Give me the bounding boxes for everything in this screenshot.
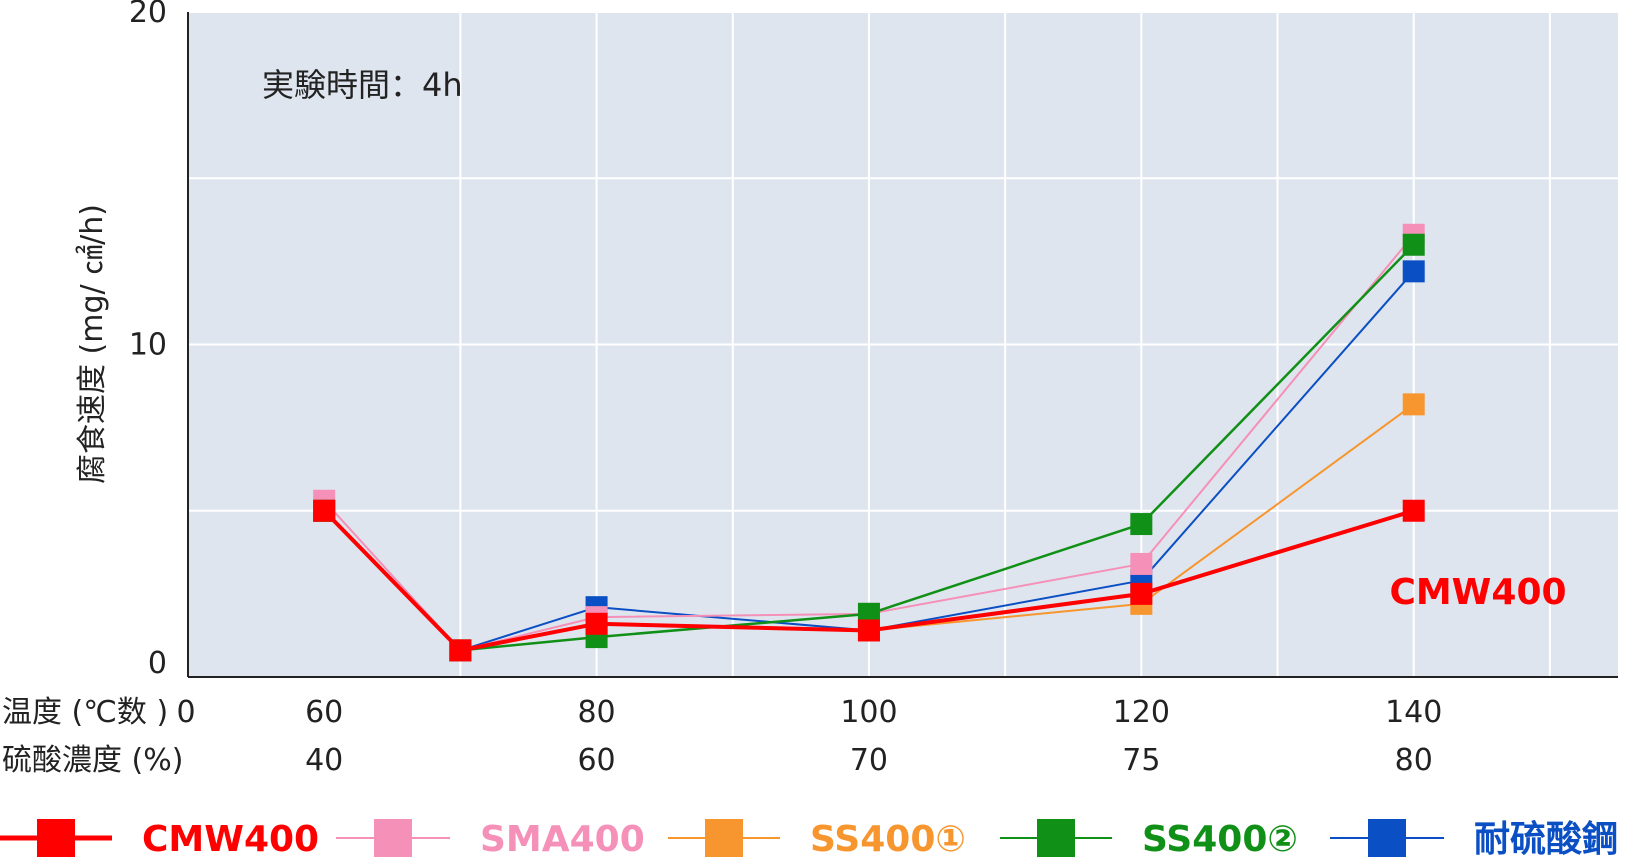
legend-label: SMA400	[480, 819, 645, 860]
x-tick-label-acid-concentration: 75	[1122, 743, 1160, 778]
legend-marker	[1037, 819, 1075, 857]
legend-item-sma400: SMA400	[336, 819, 645, 860]
x-tick-label-temperature: 80	[577, 695, 615, 730]
legend-item-cmw400: CMW400	[0, 819, 319, 860]
x-row2-label: 硫酸濃度 (%)	[2, 743, 183, 778]
data-point-marker	[1402, 233, 1425, 256]
x-tick-label-temperature: 100	[840, 695, 897, 730]
legend-label: 耐硫酸鋼	[1474, 819, 1618, 860]
legend-item-ss400-1: SS400①	[668, 819, 966, 860]
legend-marker	[37, 819, 75, 857]
x-tick-label-acid-concentration: 70	[850, 743, 888, 778]
y-tick-label: 0	[148, 646, 167, 681]
data-point-marker	[449, 639, 472, 662]
data-point-marker	[1130, 582, 1153, 605]
y-axis-label: 腐食速度 (mg/ ㎠/h)	[75, 204, 110, 484]
x-tick-label-acid-concentration: 40	[305, 743, 343, 778]
x-tick-label-acid-concentration: 80	[1395, 743, 1433, 778]
annotation: 実験時間：4h	[262, 66, 463, 104]
x-tick-label-temperature: 60	[305, 695, 343, 730]
data-point-marker	[1402, 393, 1425, 416]
data-point-marker	[1130, 513, 1153, 536]
legend-label: SS400①	[810, 819, 966, 860]
legend-marker	[374, 819, 412, 857]
x-tick-label-temperature: 140	[1385, 695, 1442, 730]
series-cmw400	[313, 499, 1425, 662]
series-label-cmw400: CMW400	[1389, 572, 1566, 613]
y-tick-label: 10	[129, 328, 167, 363]
x-axis-zero-label: 0	[176, 695, 195, 730]
x-tick-label-temperature: 120	[1113, 695, 1170, 730]
legend-marker	[705, 819, 743, 857]
legend-item-ss400-2: SS400②	[1000, 819, 1298, 860]
legend-label: SS400②	[1142, 819, 1298, 860]
y-tick-label: 20	[129, 0, 167, 30]
x-tick-label-acid-concentration: 60	[577, 743, 615, 778]
data-point-marker	[1402, 260, 1425, 283]
data-point-marker	[1130, 552, 1153, 575]
data-point-marker	[313, 499, 336, 522]
legend: CMW400 SMA400 SS400① SS400② 耐硫酸鋼	[0, 819, 1618, 860]
data-point-marker	[585, 612, 608, 635]
series-line	[322, 508, 1415, 653]
x-row1-label: 温度 (℃数 )	[2, 695, 168, 730]
legend-label: CMW400	[142, 819, 319, 860]
legend-item-sulfuric-resistant-steel: 耐硫酸鋼	[1330, 819, 1618, 860]
data-point-marker	[857, 602, 880, 625]
data-point-marker	[1402, 499, 1425, 522]
data-point-marker	[857, 619, 880, 642]
legend-marker	[1368, 819, 1406, 857]
